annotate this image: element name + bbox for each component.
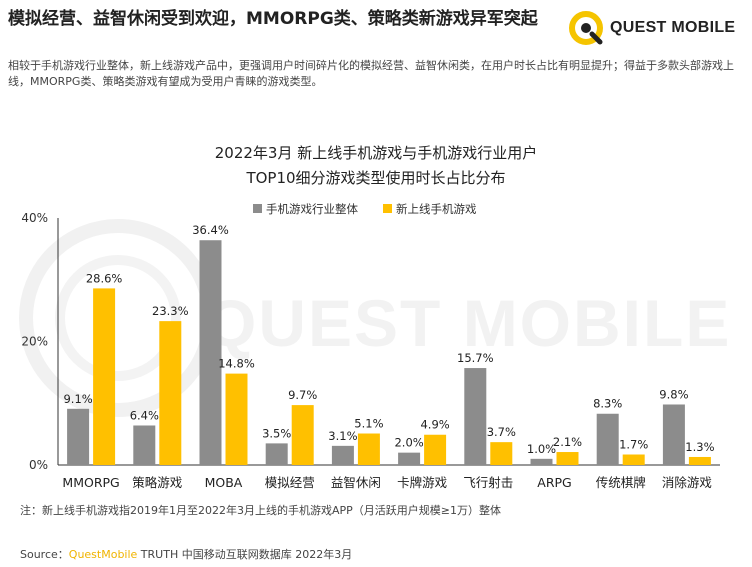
- data-label: 9.1%: [63, 392, 92, 406]
- watermark-text: QUEST MOBILE: [205, 286, 731, 360]
- page-title: 模拟经营、益智休闲受到欢迎，MMORPG类、策略类新游戏异军突起: [8, 9, 538, 29]
- data-label: 5.1%: [354, 417, 383, 431]
- bar-new-games: [622, 454, 645, 465]
- legend-label: 手机游戏行业整体: [266, 202, 358, 216]
- data-label: 2.1%: [553, 435, 582, 449]
- bar-new-games: [490, 442, 513, 465]
- data-label: 28.6%: [86, 271, 123, 285]
- bar-industry: [530, 458, 553, 465]
- page-subtitle: 相较于手机游戏行业整体，新上线游戏产品中，更强调用户时间碎片化的模拟经营、益智休…: [8, 59, 734, 88]
- x-tick-label: 消除游戏: [662, 475, 712, 490]
- data-label: 9.8%: [659, 387, 688, 401]
- data-label: 1.7%: [619, 438, 648, 452]
- chart-title-line1: 2022年3月 新上线手机游戏与手机游戏行业用户: [214, 144, 538, 162]
- bar-industry: [398, 452, 421, 465]
- chart-title-line2: TOP10细分游戏类型使用时长占比分布: [246, 169, 506, 187]
- source-note: Source：QuestMobile TRUTH 中国移动互联网数据库 2022…: [20, 546, 352, 562]
- data-label: 15.7%: [457, 351, 494, 365]
- bar-new-games: [688, 456, 711, 465]
- source-brand: QuestMobile: [68, 548, 138, 561]
- data-label: 2.0%: [394, 436, 423, 450]
- data-label: 9.7%: [288, 388, 317, 402]
- data-label: 1.0%: [527, 442, 556, 456]
- x-tick-label: MMORPG: [62, 475, 119, 490]
- data-label: 6.4%: [130, 408, 159, 422]
- source-prefix: Source：: [20, 548, 69, 561]
- footnote: 注：新上线手机游戏指2019年1月至2022年3月上线的手机游戏APP（月活跃用…: [20, 504, 501, 517]
- bar-new-games: [556, 452, 579, 465]
- data-label: 3.5%: [262, 426, 291, 440]
- bar-new-games: [424, 434, 447, 465]
- x-tick-label: 模拟经营: [265, 475, 315, 490]
- legend-label: 新上线手机游戏: [396, 202, 477, 216]
- data-label: 3.7%: [487, 425, 516, 439]
- data-label: 23.3%: [152, 304, 189, 318]
- data-label: 14.8%: [218, 357, 255, 371]
- bar-industry: [133, 425, 156, 465]
- quest-mobile-logo: QUEST MOBILE: [568, 10, 735, 46]
- bar-industry: [662, 404, 685, 465]
- bar-new-games: [357, 433, 380, 465]
- x-tick-label: 传统棋牌: [596, 475, 646, 490]
- data-label: 1.3%: [685, 440, 714, 454]
- bar-new-games: [225, 373, 248, 465]
- legend-swatch: [253, 204, 262, 213]
- bar-new-games: [291, 405, 314, 465]
- bar-industry: [199, 240, 222, 465]
- bar-industry: [464, 368, 487, 465]
- data-label: 4.9%: [420, 418, 449, 432]
- bar-new-games: [93, 288, 116, 465]
- x-tick-label: 策略游戏: [132, 475, 182, 490]
- data-label: 3.1%: [328, 429, 357, 443]
- logo-ring-icon: [569, 11, 603, 45]
- source-rest: TRUTH 中国移动互联网数据库 2022年3月: [137, 548, 353, 561]
- bar-industry: [596, 413, 619, 465]
- x-tick-label: ARPG: [537, 475, 571, 490]
- x-tick-label: 飞行射击: [463, 475, 513, 490]
- x-tick-label: 益智休闲: [331, 475, 381, 490]
- x-tick-label: 卡牌游戏: [397, 475, 447, 490]
- bar-new-games: [159, 321, 182, 465]
- bar-industry: [265, 443, 288, 465]
- bar-industry: [331, 445, 354, 465]
- data-label: 8.3%: [593, 397, 622, 411]
- y-tick-label: 40%: [21, 211, 48, 225]
- y-tick-label: 0%: [29, 458, 48, 472]
- y-tick-label: 20%: [21, 335, 48, 349]
- data-label: 36.4%: [192, 223, 229, 237]
- bar-industry: [67, 408, 90, 465]
- legend-swatch: [383, 204, 392, 213]
- x-tick-label: MOBA: [205, 475, 243, 490]
- logo-text: QUEST MOBILE: [610, 19, 736, 36]
